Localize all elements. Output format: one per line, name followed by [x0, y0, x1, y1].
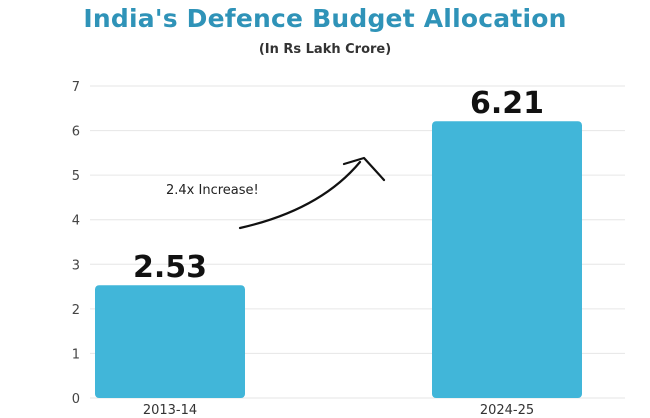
- y-tick-label: 5: [72, 169, 80, 184]
- curved-arrow-icon: [238, 160, 362, 230]
- x-category-label: 2024-25: [480, 403, 534, 418]
- annotation-text: 2.4x Increase!: [166, 183, 259, 198]
- y-axis-ticks: 0 1 2 3 4 5 6 7: [72, 80, 80, 407]
- data-label: 2.53: [133, 250, 207, 285]
- bar-2024-25: [432, 121, 582, 398]
- data-label: 6.21: [470, 86, 544, 121]
- arrow-head-icon: [342, 156, 386, 182]
- y-tick-label: 1: [72, 347, 80, 362]
- chart-subtitle: (In Rs Lakh Crore): [258, 42, 392, 57]
- chart-title: India's Defence Budget Allocation: [83, 4, 567, 33]
- x-category-label: 2013-14: [143, 403, 197, 418]
- bar-2013-14: [95, 285, 245, 398]
- y-tick-label: 4: [72, 214, 80, 229]
- y-tick-label: 3: [72, 258, 80, 273]
- data-labels: 2.53 6.21: [133, 86, 544, 285]
- increase-annotation: 2.4x Increase!: [166, 156, 386, 230]
- y-tick-label: 6: [72, 125, 80, 140]
- y-tick-label: 2: [72, 303, 80, 318]
- y-tick-label: 7: [72, 80, 80, 95]
- y-tick-label: 0: [72, 392, 80, 407]
- x-axis-categories: 2013-14 2024-25: [143, 403, 534, 418]
- bars: [95, 121, 582, 398]
